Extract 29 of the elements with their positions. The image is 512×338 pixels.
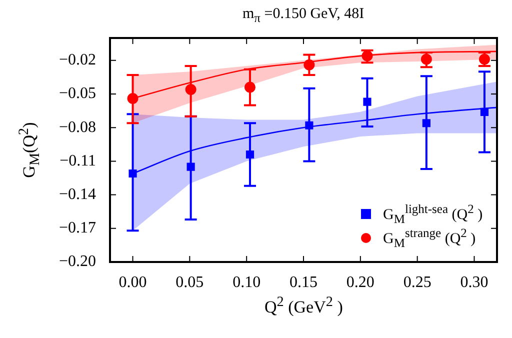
legend-label: G$_{M}$$^{light-sea}$ (Q$^{2}$ ) [383,202,483,226]
y-tick-label: −0.20 [58,253,96,270]
x-axis-title: Q$^{2}$ (GeV$^{2}$ ) [264,294,343,318]
chart-title: m$_{π}$ =0.150 GeV, 48I [242,6,364,26]
y-tick-label: −0.05 [58,85,96,102]
point [363,98,372,106]
point [186,162,195,171]
x-tick-label: 0.15 [290,274,318,291]
x-tick-label: 0.25 [403,274,432,291]
x-tick-label: 0.00 [118,274,147,291]
y-tick-label: −0.08 [58,118,96,136]
legend-label: G$_{M}$$^{strange}$ (Q$^{2}$ ) [383,226,476,250]
point [246,150,254,159]
y-tick-label: −0.14 [58,186,96,204]
point [185,84,196,96]
point [422,119,430,128]
x-tick-label: 0.30 [460,274,488,291]
y-tick-label: −0.02 [58,52,96,69]
x-tick-label: 0.20 [346,274,374,291]
point [244,82,256,93]
point [127,92,138,104]
x-tick-label: 0.05 [176,274,204,291]
y-tick-label: −0.11 [60,152,96,170]
point [480,108,489,116]
point [305,121,314,130]
y-tick-label: −0.17 [58,220,96,237]
x-tick-label: 0.10 [232,274,261,291]
point [128,169,137,178]
point [304,59,315,70]
